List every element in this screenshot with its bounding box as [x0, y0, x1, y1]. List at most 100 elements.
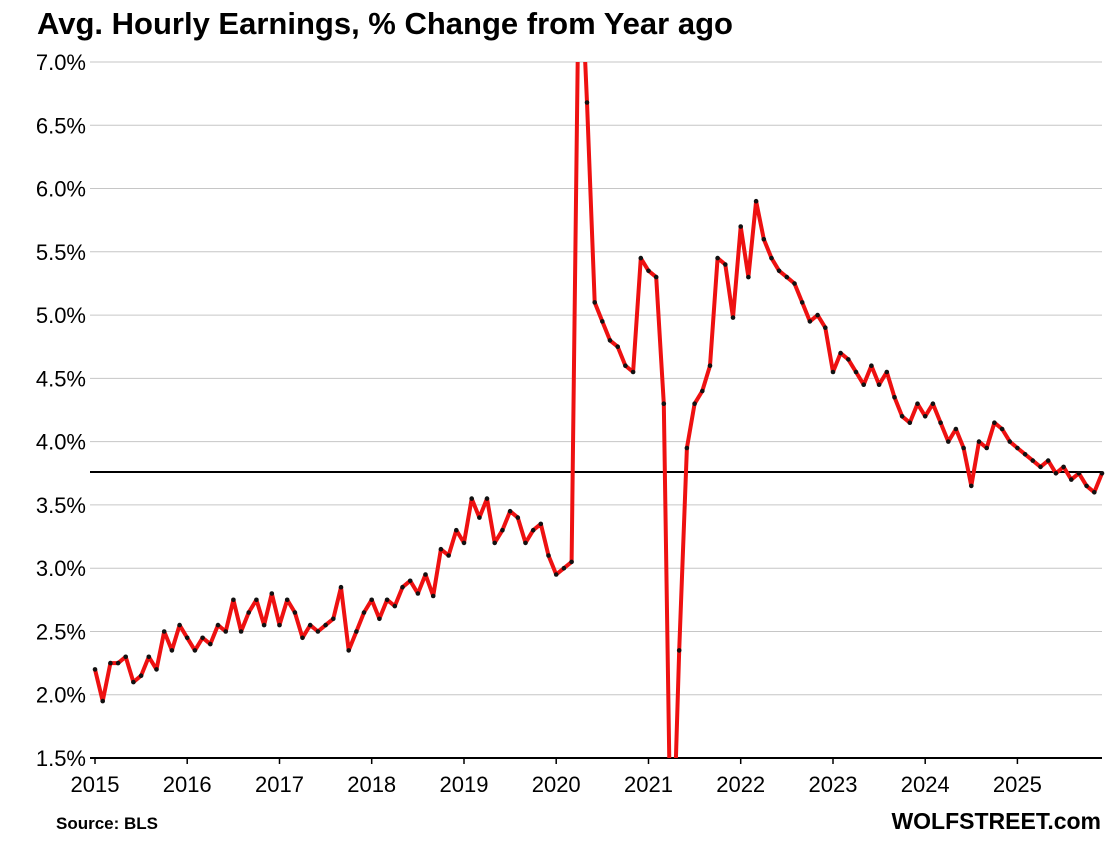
- data-point: [231, 597, 236, 603]
- data-point: [761, 236, 767, 242]
- data-point: [853, 369, 859, 375]
- data-point: [346, 648, 352, 653]
- data-point: [976, 439, 982, 444]
- data-point: [938, 420, 943, 426]
- data-point: [246, 610, 251, 615]
- y-tick-label: 3.0%: [36, 556, 86, 581]
- data-point: [646, 268, 651, 274]
- data-point: [792, 281, 797, 286]
- data-point: [861, 382, 866, 388]
- data-point: [546, 553, 551, 558]
- data-point: [930, 401, 936, 407]
- data-point: [500, 527, 505, 533]
- data-point: [238, 629, 244, 634]
- data-point: [784, 274, 790, 280]
- data-point: [1015, 445, 1020, 451]
- data-point: [208, 641, 213, 647]
- y-tick-label: 5.5%: [36, 240, 86, 265]
- data-point: [584, 100, 590, 105]
- data-point: [746, 274, 751, 280]
- data-point: [92, 667, 98, 672]
- data-point: [715, 255, 720, 261]
- data-point: [953, 426, 959, 432]
- y-tick-label: 5.0%: [36, 303, 86, 328]
- data-point: [138, 673, 144, 678]
- data-point: [523, 540, 528, 546]
- data-point: [1007, 439, 1013, 444]
- data-point: [184, 635, 190, 641]
- x-tick-label: 2023: [809, 772, 858, 797]
- data-point: [123, 654, 128, 660]
- data-point: [653, 274, 659, 280]
- data-point: [338, 584, 344, 590]
- data-point: [776, 268, 782, 274]
- data-point: [146, 654, 152, 660]
- y-tick-label: 6.0%: [36, 177, 86, 202]
- data-point: [177, 622, 182, 628]
- data-point: [615, 344, 620, 350]
- data-point: [723, 262, 728, 267]
- data-point: [438, 546, 444, 552]
- data-point: [423, 572, 428, 577]
- data-point: [838, 350, 843, 356]
- data-point: [515, 515, 521, 520]
- data-point: [1022, 452, 1028, 457]
- data-point: [700, 388, 705, 394]
- y-tick-label: 2.0%: [36, 683, 86, 708]
- data-point: [846, 357, 851, 362]
- data-point: [361, 610, 367, 615]
- data-point: [377, 616, 382, 622]
- watermark: WOLFSTREET.com: [891, 808, 1101, 834]
- data-point: [600, 319, 605, 324]
- data-point: [830, 369, 836, 375]
- x-tick-label: 2019: [440, 772, 489, 797]
- data-point: [323, 622, 328, 628]
- series-line: [93, 62, 1104, 758]
- data-point: [569, 559, 574, 565]
- data-point: [769, 255, 774, 261]
- y-tick-label: 4.0%: [36, 430, 86, 455]
- data-point: [415, 591, 421, 596]
- x-tick-label: 2021: [624, 772, 673, 797]
- data-point: [676, 648, 682, 653]
- data-point: [869, 363, 874, 369]
- data-point: [1092, 490, 1097, 495]
- data-point: [538, 521, 544, 527]
- data-point: [161, 629, 167, 634]
- data-point: [384, 597, 390, 603]
- data-point: [108, 660, 113, 666]
- data-point: [277, 622, 282, 628]
- data-point: [692, 401, 697, 407]
- data-point: [223, 629, 228, 634]
- data-point: [530, 527, 536, 533]
- data-point: [630, 369, 636, 375]
- data-point: [753, 198, 759, 204]
- data-point: [200, 635, 205, 641]
- data-point: [661, 401, 667, 407]
- x-tick-label: 2018: [347, 772, 396, 797]
- data-point: [815, 312, 820, 318]
- y-tick-label: 6.5%: [36, 113, 86, 138]
- data-point: [154, 667, 159, 672]
- data-point: [300, 635, 305, 641]
- x-tick-label: 2025: [993, 772, 1042, 797]
- data-point: [946, 439, 951, 444]
- data-point: [192, 648, 198, 653]
- data-point: [1084, 483, 1089, 489]
- data-point: [1045, 458, 1051, 463]
- data-point: [592, 300, 597, 305]
- data-point: [899, 414, 905, 419]
- data-point: [684, 445, 690, 451]
- data-point: [331, 616, 336, 622]
- data-point: [100, 698, 105, 704]
- data-point: [369, 597, 375, 603]
- source-label: Source: BLS: [56, 814, 159, 833]
- x-tick-label: 2017: [255, 772, 304, 797]
- data-point: [261, 622, 267, 628]
- x-tick-label: 2024: [901, 772, 950, 797]
- data-point: [461, 540, 467, 546]
- data-point: [400, 584, 405, 590]
- data-point: [915, 401, 920, 407]
- x-tick-label: 2022: [716, 772, 765, 797]
- data-point: [969, 483, 974, 489]
